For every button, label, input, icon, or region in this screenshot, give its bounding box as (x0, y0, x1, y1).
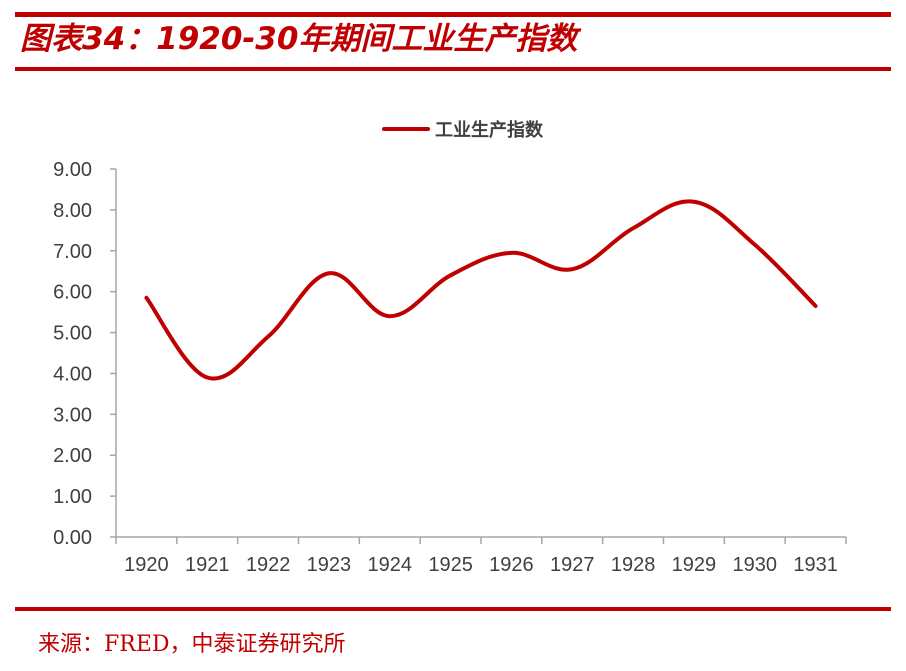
x-tick-label: 1930 (733, 554, 778, 576)
source-note: 来源：FRED，中泰证券研究所 (38, 632, 346, 657)
data-point-1929 (692, 200, 696, 204)
header-rule-bottom (15, 67, 891, 71)
x-tick-label: 1921 (185, 554, 230, 576)
x-tick-label: 1929 (672, 554, 717, 576)
data-point-1927 (570, 267, 574, 271)
data-point-1920 (144, 296, 148, 300)
series-line-industrial-production (144, 199, 818, 381)
tick-labels: 0.00 1.00 2.00 3.00 4.00 5.00 6.00 7.00 8.00 9.00… (53, 159, 838, 576)
data-point-1928 (631, 226, 635, 230)
x-tick-label: 1925 (428, 554, 473, 576)
x-tick-label: 1923 (307, 554, 352, 576)
data-point-1923 (327, 271, 331, 275)
y-tick-label: 9.00 (53, 159, 92, 181)
y-tick-label: 8.00 (53, 200, 92, 222)
legend: 工业生产指数 (382, 119, 544, 141)
y-tick-label: 4.00 (53, 363, 92, 385)
x-tick-label: 1927 (550, 554, 595, 576)
x-tick-label: 1926 (489, 554, 534, 576)
axes (110, 168, 847, 544)
x-tick-label: 1924 (368, 554, 413, 576)
footer-rule (15, 607, 891, 611)
y-tick-label: 0.00 (53, 527, 92, 549)
y-tick-label: 5.00 (53, 323, 92, 345)
x-tick-label: 1928 (611, 554, 656, 576)
y-tick-label: 3.00 (53, 404, 92, 426)
x-tick-label: 1931 (793, 554, 838, 576)
y-tick-label: 6.00 (53, 282, 92, 304)
x-tick-label: 1922 (246, 554, 291, 576)
data-point-1924 (388, 314, 392, 318)
data-point-1925 (449, 273, 453, 277)
data-point-1926 (509, 251, 513, 255)
y-tick-label: 7.00 (53, 241, 92, 263)
series-layer (144, 199, 818, 381)
y-tick-label: 2.00 (53, 445, 92, 467)
data-point-1921 (205, 376, 209, 380)
data-point-1930 (753, 243, 757, 247)
header-rule-top (15, 12, 891, 17)
data-point-1931 (814, 304, 818, 308)
chart-title: 图表34：1920-30年期间工业生产指数 (20, 21, 578, 57)
y-tick-label: 1.00 (53, 486, 92, 508)
legend-label-industrial-production: 工业生产指数 (435, 119, 544, 141)
x-tick-label: 1920 (124, 554, 169, 576)
line-chart: 工业生产指数 0.00 1.00 2.00 3.00 4.00 5.00 6.00 7.00 8… (53, 119, 847, 576)
data-point-1922 (266, 335, 270, 339)
